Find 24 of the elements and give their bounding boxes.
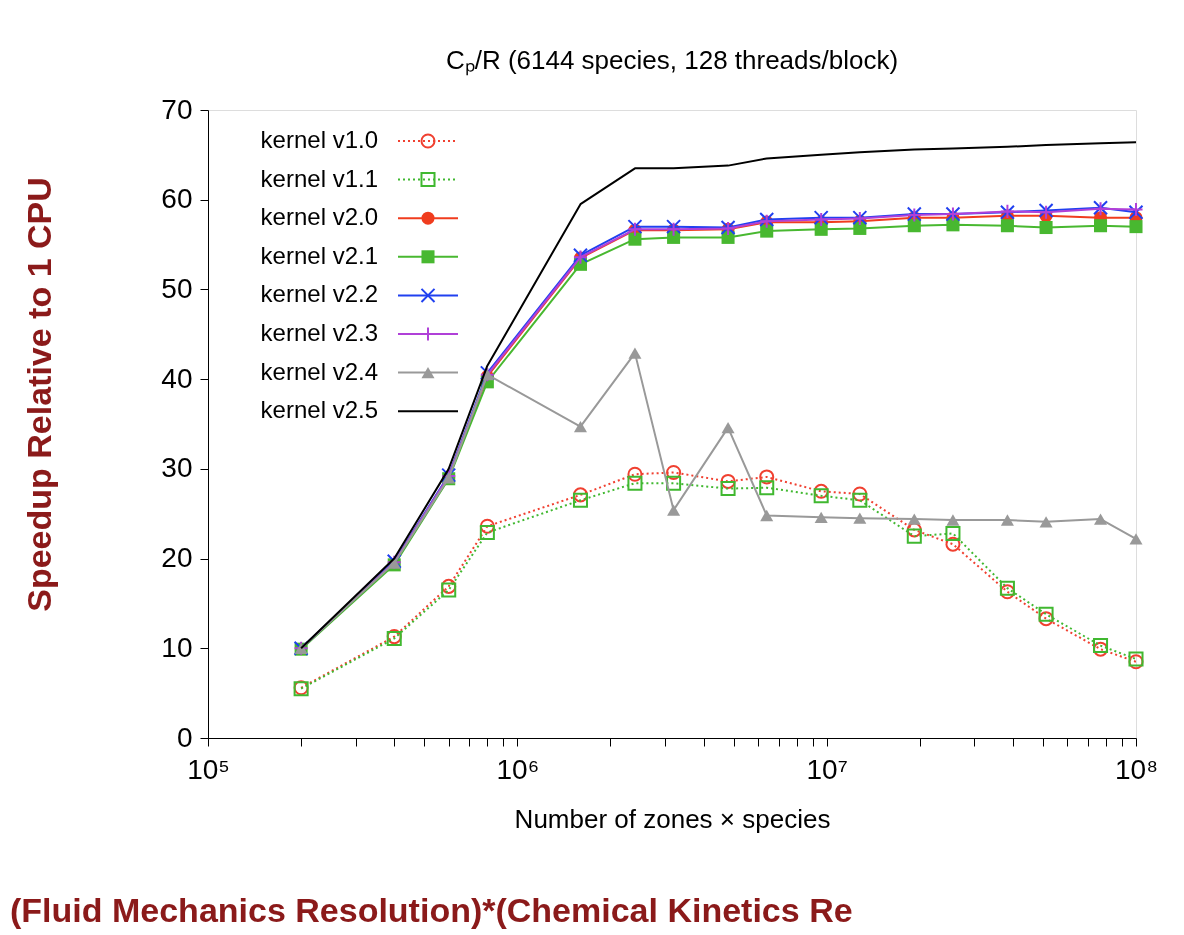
x-tick-label: 10⁵	[187, 753, 230, 785]
x-tick-label: 10⁷	[806, 753, 848, 785]
y-tick-label: 10	[161, 631, 193, 663]
legend-label: kernel v2.3	[260, 319, 378, 346]
chart-title: Cₚ/R (6144 species, 128 threads/block)	[445, 45, 899, 76]
y-tick-label: 40	[161, 362, 193, 394]
y-axis-title: Speedup Relative to 1 CPU	[19, 177, 58, 612]
y-tick-label: 70	[161, 93, 193, 125]
legend-label: kernel v2.5	[260, 396, 378, 424]
legend-label: kernel v1.1	[260, 164, 378, 192]
legend-label: kernel v1.0	[260, 126, 378, 153]
y-tick-label: 20	[161, 542, 193, 574]
y-tick-label: 30	[161, 452, 193, 484]
y-tick-label: 50	[161, 272, 193, 304]
y-tick-label: 60	[161, 183, 193, 215]
legend-label: kernel v2.4	[260, 357, 378, 385]
legend-label: kernel v2.2	[260, 280, 378, 308]
x-tick-label: 10⁶	[496, 753, 540, 785]
y-tick-label: 0	[176, 721, 193, 753]
x-tick-label: 10⁸	[1115, 753, 1158, 785]
legend-label: kernel v2.0	[260, 203, 378, 231]
x-axis-title: Number of zones × species	[514, 803, 831, 834]
legend-label: kernel v2.1	[260, 241, 378, 269]
text: (Fluid Mechanics Resolution)*(Chemical Kinetics Re	[10, 891, 853, 929]
